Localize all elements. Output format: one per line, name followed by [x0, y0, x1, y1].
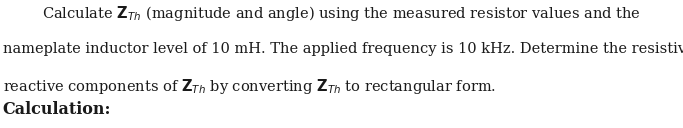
Text: Calculate $\mathbf{Z}_{Th}$ (magnitude and angle) using the measured resistor va: Calculate $\mathbf{Z}_{Th}$ (magnitude a…	[42, 4, 641, 23]
Text: reactive components of $\mathbf{Z}_{Th}$ by converting $\mathbf{Z}_{Th}$ to rect: reactive components of $\mathbf{Z}_{Th}$…	[3, 77, 496, 96]
Text: nameplate inductor level of 10 mH. The applied frequency is 10 kHz. Determine th: nameplate inductor level of 10 mH. The a…	[3, 42, 683, 56]
Text: Calculation:: Calculation:	[3, 101, 111, 118]
